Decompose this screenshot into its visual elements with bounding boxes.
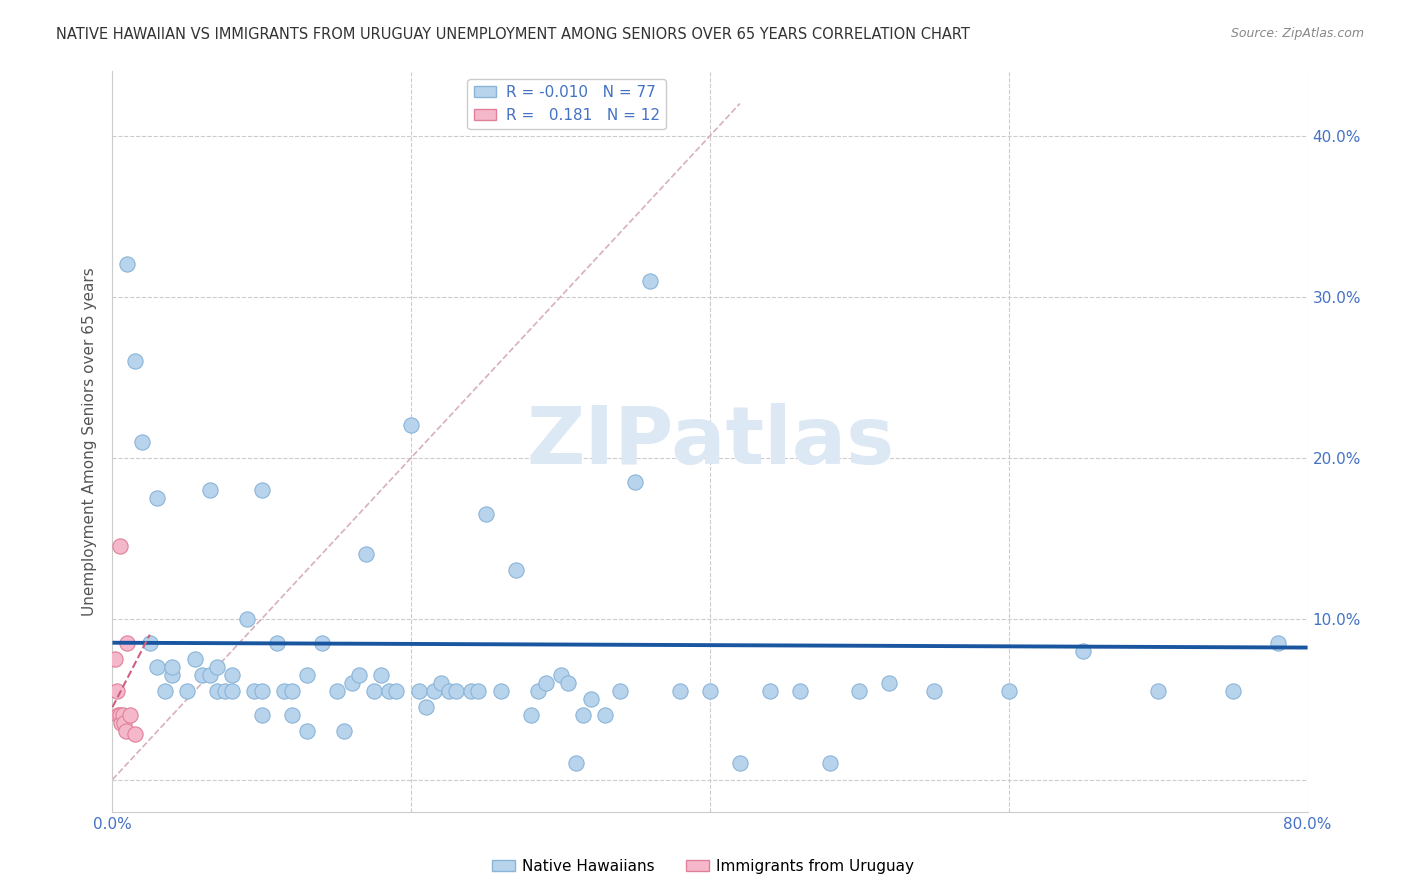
Point [818, 756, 841, 771]
Text: ZIPatlas: ZIPatlas [526, 402, 894, 481]
Point [104, 652, 127, 666]
Point [415, 700, 437, 714]
Point [340, 676, 363, 690]
Point [1073, 644, 1095, 658]
Y-axis label: Unemployment Among Seniors over 65 years: Unemployment Among Seniors over 65 years [82, 268, 97, 615]
Legend: R = -0.010   N = 77, R =   0.181   N = 12: R = -0.010 N = 77, R = 0.181 N = 12 [467, 79, 666, 128]
Point [333, 724, 356, 739]
Point [356, 547, 378, 561]
Point [385, 684, 408, 698]
Point [422, 684, 444, 698]
Point [139, 636, 162, 650]
Point [108, 708, 131, 723]
Point [295, 724, 318, 739]
Point [176, 684, 198, 698]
Point [789, 684, 811, 698]
Point [879, 676, 901, 690]
Point [111, 708, 134, 723]
Point [759, 684, 782, 698]
Point [370, 668, 392, 682]
Point [183, 652, 205, 666]
Point [131, 434, 153, 449]
Point [110, 716, 132, 731]
Point [273, 684, 295, 698]
Point [115, 724, 138, 739]
Point [408, 684, 430, 698]
Point [124, 354, 146, 368]
Point [250, 684, 273, 698]
Point [146, 491, 169, 505]
Point [669, 684, 692, 698]
Point [221, 684, 243, 698]
Point [609, 684, 631, 698]
Point [363, 684, 385, 698]
Point [146, 660, 169, 674]
Point [579, 692, 602, 706]
Point [266, 636, 288, 650]
Text: Source: ZipAtlas.com: Source: ZipAtlas.com [1230, 27, 1364, 40]
Point [550, 668, 572, 682]
Point [505, 563, 527, 577]
Point [214, 684, 236, 698]
Point [378, 684, 401, 698]
Point [198, 668, 221, 682]
Point [640, 274, 662, 288]
Point [595, 708, 617, 723]
Point [572, 708, 595, 723]
Point [401, 418, 423, 433]
Point [114, 716, 135, 731]
Point [205, 684, 228, 698]
Point [221, 668, 243, 682]
Point [117, 636, 139, 650]
Point [236, 611, 259, 625]
Point [430, 676, 453, 690]
Point [444, 684, 467, 698]
Point [1222, 684, 1244, 698]
Point [998, 684, 1021, 698]
Point [162, 660, 183, 674]
Point [728, 756, 751, 771]
Point [295, 668, 318, 682]
Point [105, 684, 128, 698]
Point [1147, 684, 1170, 698]
Point [534, 676, 557, 690]
Point [191, 668, 214, 682]
Point [347, 668, 370, 682]
Point [699, 684, 721, 698]
Point [848, 684, 870, 698]
Point [281, 684, 304, 698]
Point [198, 483, 221, 497]
Point [475, 507, 498, 521]
Point [922, 684, 945, 698]
Point [120, 708, 142, 723]
Point [437, 684, 460, 698]
Point [527, 684, 550, 698]
Point [250, 483, 273, 497]
Point [1267, 636, 1289, 650]
Point [162, 668, 183, 682]
Point [489, 684, 512, 698]
Point [325, 684, 347, 698]
Point [108, 539, 131, 553]
Point [460, 684, 482, 698]
Point [205, 660, 228, 674]
Point [311, 636, 333, 650]
Point [153, 684, 176, 698]
Point [281, 708, 304, 723]
Legend: Native Hawaiians, Immigrants from Uruguay: Native Hawaiians, Immigrants from Urugua… [485, 853, 921, 880]
Point [467, 684, 489, 698]
Point [557, 676, 579, 690]
Point [250, 708, 273, 723]
Point [624, 475, 647, 489]
Point [107, 708, 129, 723]
Point [117, 258, 139, 272]
Point [243, 684, 266, 698]
Point [520, 708, 543, 723]
Point [564, 756, 586, 771]
Text: NATIVE HAWAIIAN VS IMMIGRANTS FROM URUGUAY UNEMPLOYMENT AMONG SENIORS OVER 65 YE: NATIVE HAWAIIAN VS IMMIGRANTS FROM URUGU… [56, 27, 970, 42]
Point [124, 727, 146, 741]
